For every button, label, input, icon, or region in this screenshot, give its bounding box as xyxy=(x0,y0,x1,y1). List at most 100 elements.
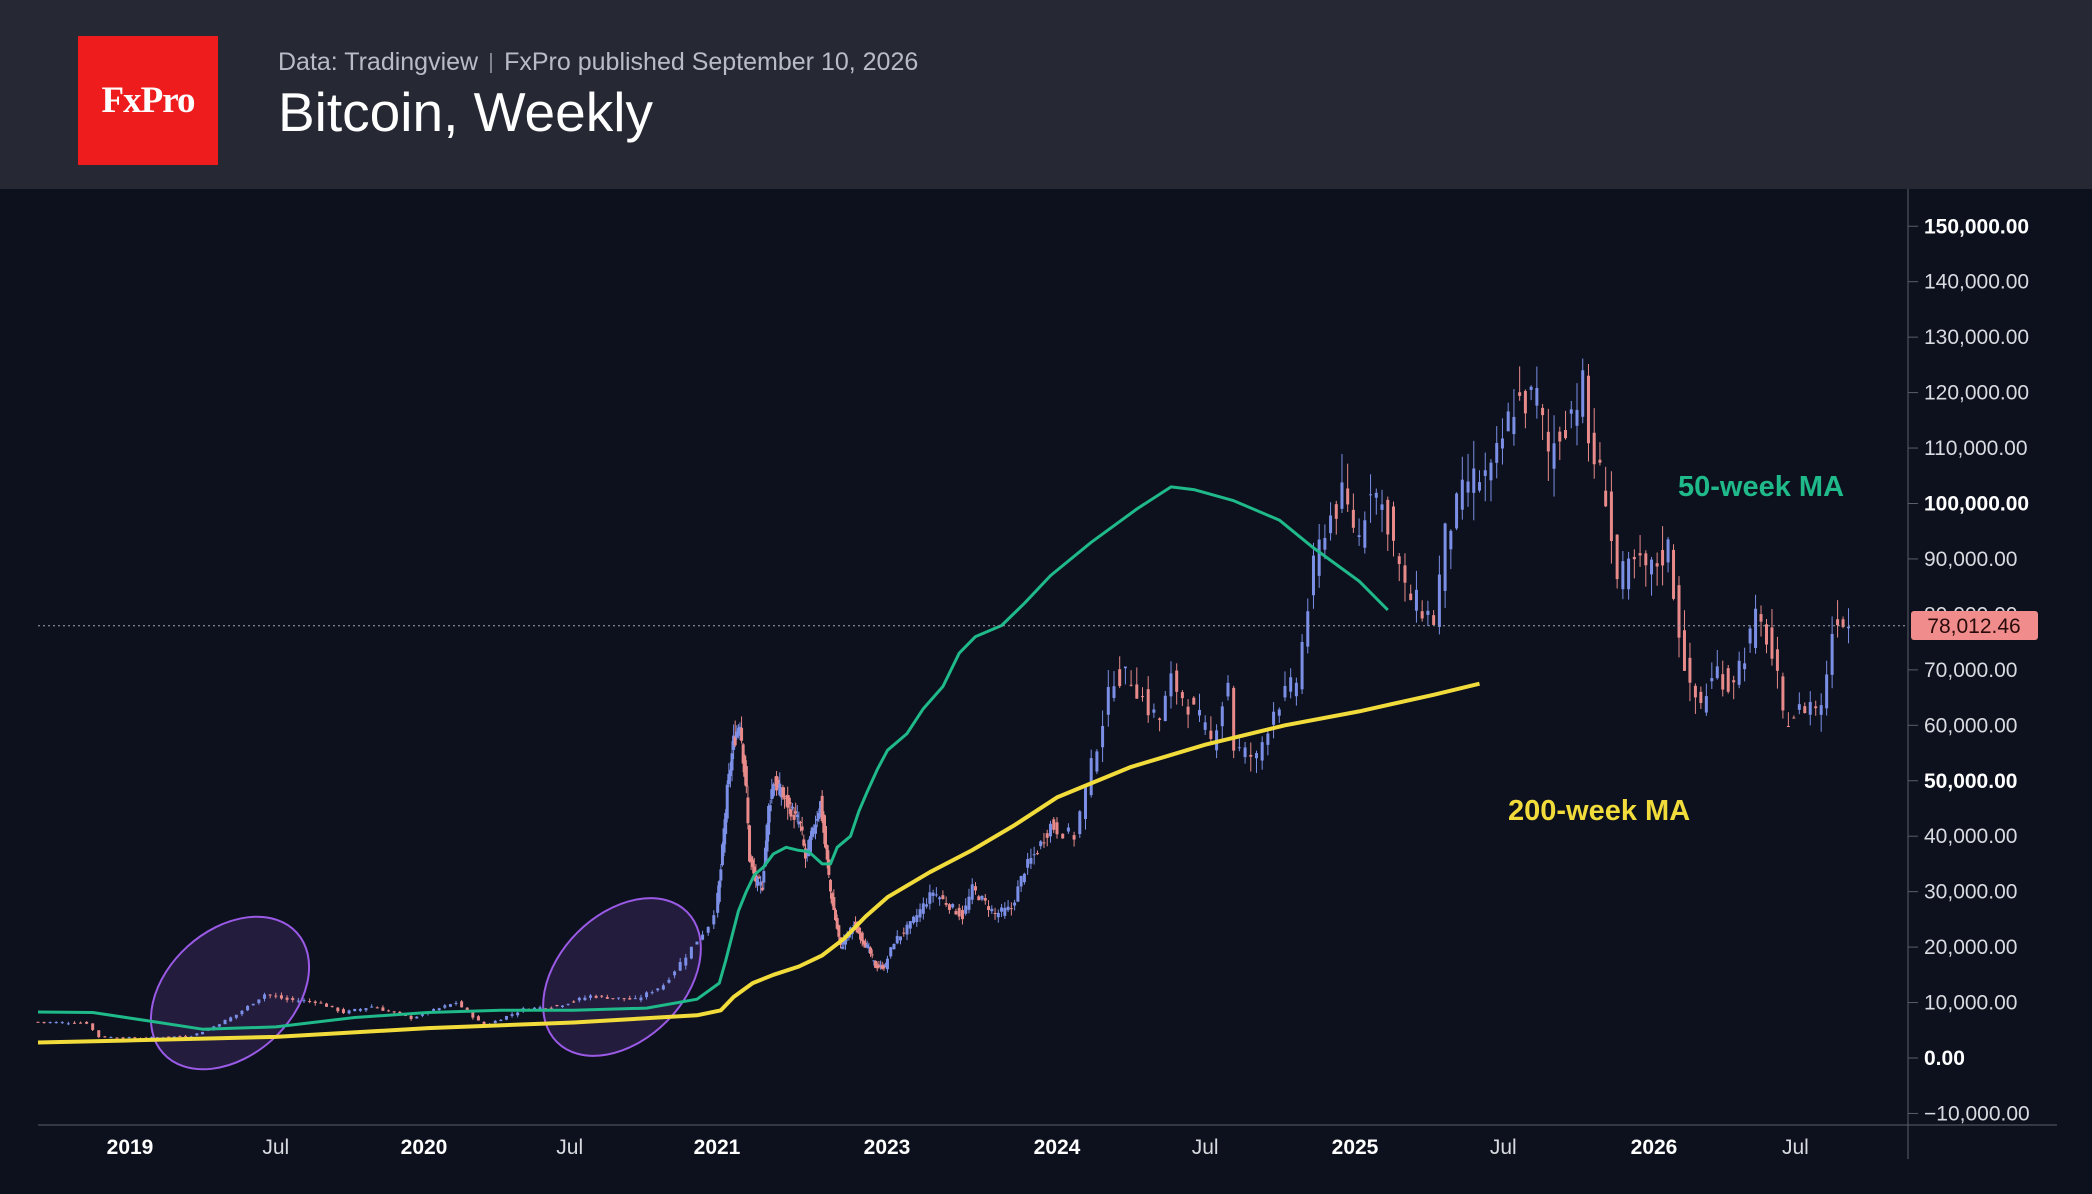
candle-body xyxy=(944,902,948,905)
candle-body xyxy=(934,894,938,896)
candle-body xyxy=(1644,553,1648,566)
x-tick-label: 2026 xyxy=(1631,1136,1678,1159)
candle-body xyxy=(1180,692,1184,699)
x-tick-label: 2020 xyxy=(401,1136,448,1159)
candle-body xyxy=(820,795,824,822)
candle-body xyxy=(85,1021,89,1024)
candle-body xyxy=(763,847,767,867)
candle-body xyxy=(1770,627,1774,659)
candle-body xyxy=(736,728,740,736)
candle-body xyxy=(313,1001,317,1003)
candle-body xyxy=(1704,696,1708,713)
candle-body xyxy=(1765,624,1768,645)
candle-body xyxy=(1688,657,1692,683)
candle-body xyxy=(246,1005,250,1011)
candle-body xyxy=(730,753,734,771)
candle-body xyxy=(1710,678,1714,682)
candle-body xyxy=(115,1037,119,1039)
candle-body xyxy=(251,1003,255,1006)
candle-body xyxy=(1541,407,1545,416)
ma50-line xyxy=(37,485,1389,1031)
candle-body xyxy=(1045,833,1049,838)
candle-body xyxy=(759,881,763,886)
y-tick-label: 110,000.00 xyxy=(1924,437,2028,460)
candle-body xyxy=(912,916,916,923)
candle-body xyxy=(1586,375,1590,444)
candle-body xyxy=(1598,459,1602,463)
candle-body xyxy=(1158,718,1162,720)
candle-body xyxy=(645,992,649,998)
candle-body xyxy=(960,910,964,920)
candle-body xyxy=(862,940,866,945)
candle-body xyxy=(392,1011,396,1013)
candle-body xyxy=(987,906,991,911)
x-axis-labels: 2019 Jul 2020 Jul 2021 2023 2024 Jul 2025 Jul 2026… xyxy=(107,1136,1809,1159)
highlight-ellipse-2019 xyxy=(149,915,311,1071)
candle-body xyxy=(859,932,863,940)
candle-body xyxy=(712,915,716,925)
candle-body xyxy=(1254,753,1258,759)
y-axis-labels: 150,000.00 140,000.00 130,000.00 120,000.00… xyxy=(1924,215,2030,1125)
candle-body xyxy=(1803,706,1807,714)
candle-body xyxy=(302,1000,306,1002)
chart-title: Bitcoin, Weekly xyxy=(278,81,653,143)
y-tick-label: 90,000.00 xyxy=(1924,548,2017,571)
candle-body xyxy=(1564,429,1568,439)
candle-body xyxy=(902,932,906,934)
candle-body xyxy=(865,944,869,948)
candle-body xyxy=(921,903,925,914)
candle-body xyxy=(757,876,761,879)
source-line: Data: Tradingview FxPro published Septem… xyxy=(278,48,918,77)
candle-body xyxy=(716,892,720,913)
candle-body xyxy=(1078,811,1082,835)
candle-body xyxy=(443,1005,447,1008)
candle-body xyxy=(1500,438,1504,449)
separator xyxy=(490,52,493,73)
candle-body xyxy=(1209,730,1213,739)
candle-body xyxy=(465,1007,469,1011)
candle-body xyxy=(1277,709,1281,716)
candle-body xyxy=(1726,668,1730,692)
y-tick-label: 50,000.00 xyxy=(1924,770,2017,793)
candle-body xyxy=(263,994,267,999)
candle-body xyxy=(1118,669,1122,687)
candle-body xyxy=(722,828,726,853)
candle-body xyxy=(1650,559,1654,575)
candle-body xyxy=(1083,786,1087,820)
candle-body xyxy=(817,813,821,819)
x-tick-label: 2024 xyxy=(1034,1136,1081,1159)
candle-body xyxy=(842,939,846,945)
candle-body xyxy=(1106,687,1110,715)
candle-body xyxy=(808,836,812,853)
candle-body xyxy=(1754,608,1758,648)
candle-body xyxy=(1455,493,1459,529)
candle-body xyxy=(1061,833,1065,839)
candle-body xyxy=(1449,530,1453,550)
candle-body xyxy=(1334,504,1338,519)
candle-body xyxy=(577,997,581,1001)
candle-body xyxy=(996,912,1000,918)
candle-body xyxy=(1592,432,1596,465)
candle-body xyxy=(884,964,888,967)
candle-body xyxy=(1289,677,1293,692)
candle-body xyxy=(1792,717,1796,719)
candle-body xyxy=(990,908,994,912)
candle-body xyxy=(1311,555,1315,596)
y-tick-label: 0.00 xyxy=(1924,1047,1965,1070)
candle-body xyxy=(454,1002,458,1004)
candle-body xyxy=(755,876,759,886)
candle-body xyxy=(855,927,859,933)
candle-body xyxy=(746,797,750,824)
candle-body xyxy=(409,1015,413,1019)
candle-body xyxy=(1140,696,1144,698)
candle-body xyxy=(980,895,984,900)
candle-body xyxy=(1495,443,1499,463)
candle-body xyxy=(1306,611,1310,647)
candle-body xyxy=(827,859,831,875)
candle-body xyxy=(792,815,796,820)
price-chart: 150,000.00 140,000.00 130,000.00 120,000.00… xyxy=(36,189,2057,1159)
candle-body xyxy=(1489,462,1493,481)
candle-body xyxy=(867,946,871,948)
candle-body xyxy=(889,947,893,957)
candle-body xyxy=(560,1005,564,1007)
